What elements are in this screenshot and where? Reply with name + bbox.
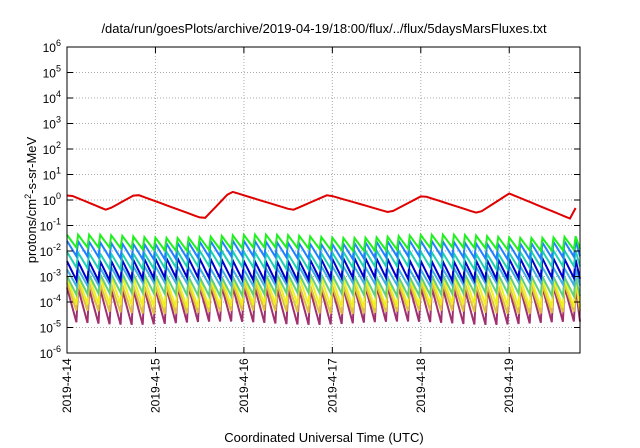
y-tick-base: 10 [40,296,54,310]
y-tick-base: 10 [43,41,57,55]
series-line [66,237,581,263]
y-tick-exp: -6 [53,344,61,354]
y-tick-base: 10 [40,245,54,259]
series-group [66,190,581,326]
y-tick-label: 106 [43,38,61,55]
y-axis-ticks: 10-610-510-410-310-210-11001011021031041… [40,38,580,361]
x-tick-label: 2019-4-16 [237,358,251,413]
y-tick-base: 10 [40,322,54,336]
y-tick-exp: 6 [56,38,61,48]
chart-title: /data/run/goesPlots/archive/2019-04-19/1… [101,21,547,36]
y-axis-label: protons/cm2-s-sr-MeV [23,136,39,263]
y-axis-label-rest: -s-sr-MeV [24,136,39,193]
x-axis-ticks: 2019-4-14 2019-4-15 2019-4-16 2019-4-17 2019… [60,47,516,413]
y-tick-label: 105 [43,64,61,81]
x-axis-label: Coordinated Universal Time (UTC) [224,430,423,445]
y-tick-label: 10-6 [40,344,61,361]
y-tick-exp: 5 [56,64,61,74]
y-axis-label-sup: 2 [23,194,33,199]
y-tick-label: 10-5 [40,319,61,336]
y-tick-exp: 3 [56,115,61,125]
y-tick-base: 10 [43,118,57,132]
y-tick-base: 10 [43,92,57,106]
y-tick-exp: 2 [56,140,61,150]
y-tick-exp: -2 [53,242,61,252]
x-tick-label: 2019-4-19 [502,358,516,413]
y-tick-label: 10-1 [40,217,61,234]
y-tick-label: 102 [43,140,61,157]
y-tick-base: 10 [40,220,54,234]
y-tick-label: 100 [43,191,61,208]
y-tick-exp: 1 [56,166,61,176]
x-tick-label: 2019-4-15 [148,358,162,413]
y-tick-exp: -5 [53,319,61,329]
y-tick-exp: 0 [56,191,61,201]
y-tick-base: 10 [43,143,57,157]
y-tick-base: 10 [40,271,54,285]
y-tick-label: 10-2 [40,242,61,259]
y-tick-base: 10 [43,169,57,183]
x-tick-label: 2019-4-14 [60,358,74,413]
series-line [66,232,581,254]
y-tick-label: 10-3 [40,268,61,285]
y-tick-label: 103 [43,115,61,132]
y-tick-base: 10 [43,194,57,208]
y-tick-label: 10-4 [40,293,61,310]
y-tick-exp: -3 [53,268,61,278]
y-tick-label: 101 [43,166,61,183]
y-axis-label-base: protons/cm [24,199,39,263]
y-tick-exp: -4 [53,293,61,303]
y-tick-label: 104 [43,89,61,106]
y-tick-base: 10 [40,347,54,361]
y-tick-exp: -1 [53,217,61,227]
y-tick-exp: 4 [56,89,61,99]
y-tick-base: 10 [43,67,57,81]
x-tick-label: 2019-4-17 [325,358,339,413]
series-line [66,190,577,220]
x-tick-label: 2019-4-18 [414,358,428,413]
